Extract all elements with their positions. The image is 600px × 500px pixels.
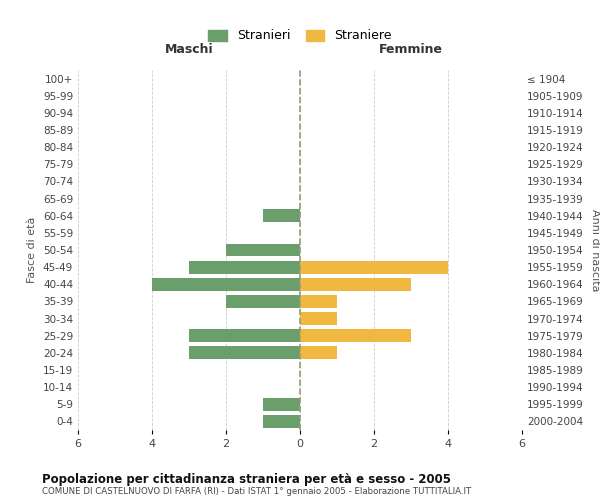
Bar (189, 260, 300, 274)
Bar (300, 330, 411, 342)
Bar (300, 260, 448, 274)
Text: Femmine: Femmine (379, 42, 443, 56)
Bar (226, 244, 300, 256)
Bar (263, 398, 300, 410)
Bar (300, 295, 337, 308)
Y-axis label: Anni di nascita: Anni di nascita (590, 209, 600, 291)
Text: Maschi: Maschi (164, 42, 214, 56)
Legend: Stranieri, Straniere: Stranieri, Straniere (208, 30, 392, 43)
Y-axis label: Fasce di età: Fasce di età (28, 217, 37, 283)
Bar (189, 330, 300, 342)
Bar (226, 295, 300, 308)
Bar (300, 278, 411, 290)
Text: Popolazione per cittadinanza straniera per età e sesso - 2005: Popolazione per cittadinanza straniera p… (42, 472, 451, 486)
Bar (300, 346, 337, 360)
Bar (263, 415, 300, 428)
Bar (189, 346, 300, 360)
Text: COMUNE DI CASTELNUOVO DI FARFA (RI) - Dati ISTAT 1° gennaio 2005 - Elaborazione : COMUNE DI CASTELNUOVO DI FARFA (RI) - Da… (42, 488, 471, 496)
Bar (152, 278, 300, 290)
Bar (300, 312, 337, 325)
Bar (263, 210, 300, 222)
